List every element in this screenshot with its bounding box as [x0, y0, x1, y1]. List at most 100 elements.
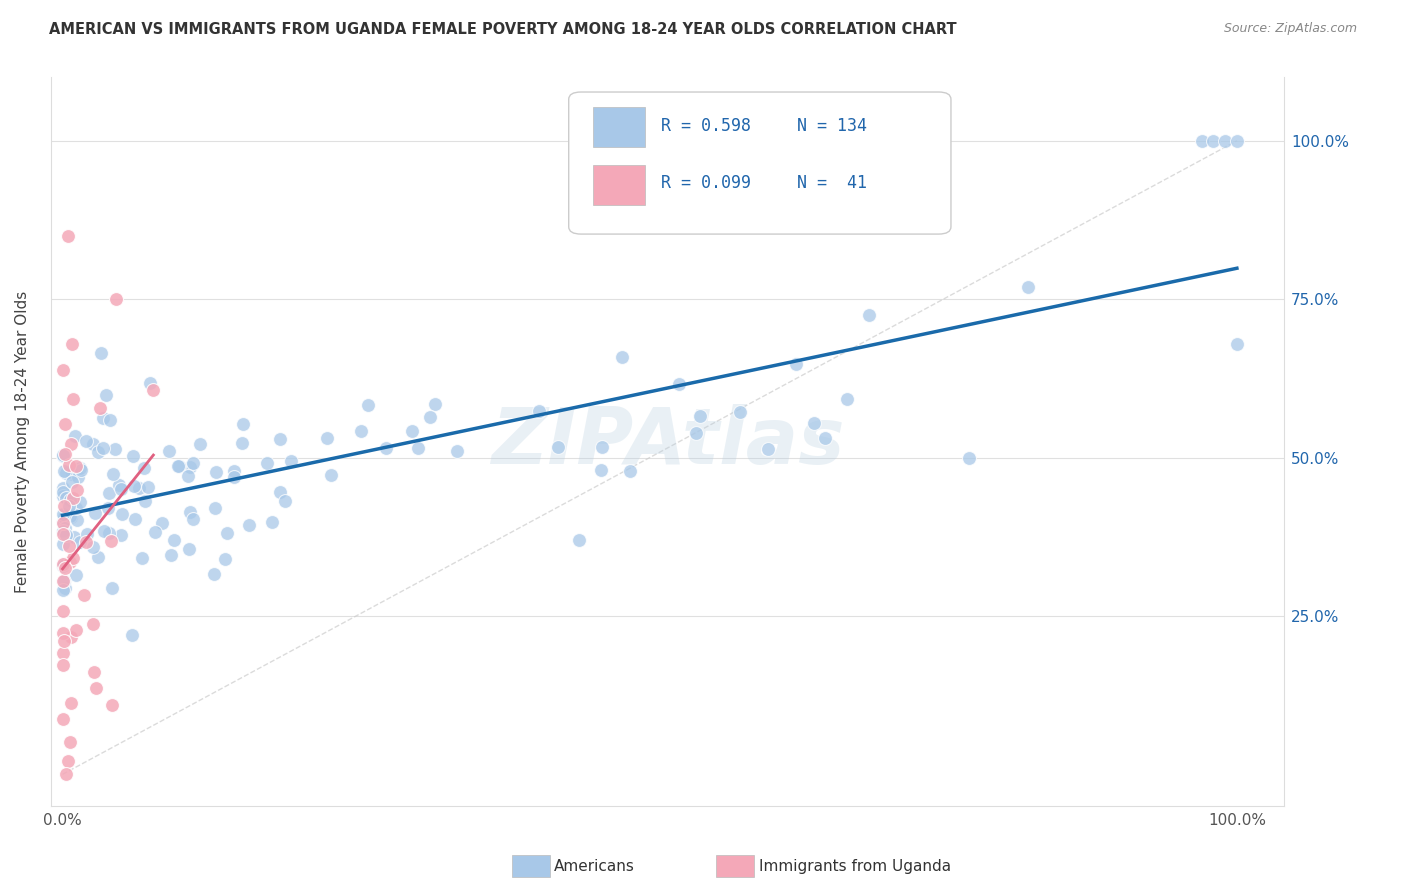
Point [65, 624, 87, 638]
Point [619, 464, 641, 478]
Point [269, 485, 291, 500]
Point [69, 494, 91, 508]
Point [204, 500, 226, 515]
Point [232, 417, 254, 431]
Point [131, 551, 153, 566]
Point [87, 550, 110, 565]
Point [82, 437, 104, 451]
Point [181, 456, 204, 470]
Text: Americans: Americans [554, 859, 636, 873]
Point [179, 542, 201, 557]
Point [177, 468, 200, 483]
Text: R = 0.598: R = 0.598 [661, 117, 751, 136]
Point [52, 574, 75, 589]
Point [65, 568, 87, 582]
Point [108, 478, 131, 492]
Point [138, 480, 160, 494]
Text: N = 134: N = 134 [797, 117, 868, 136]
Point [730, 405, 752, 419]
Point [100, 534, 122, 549]
Point [316, 431, 339, 445]
Point [685, 425, 707, 440]
Point [58, 540, 80, 554]
Point [145, 524, 167, 539]
Point [65, 429, 87, 443]
Point [52, 524, 75, 538]
Point [224, 470, 246, 484]
Point [58, 499, 80, 513]
Point [110, 482, 132, 496]
Point [138, 376, 160, 391]
Point [75, 535, 97, 549]
Point [58, 228, 80, 243]
Bar [593, 165, 645, 205]
Point [256, 456, 278, 470]
Point [83, 665, 105, 679]
Point [53, 561, 76, 575]
Point [689, 409, 711, 423]
Point [52, 558, 75, 572]
Point [52, 449, 75, 463]
Point [374, 442, 396, 456]
Point [53, 581, 76, 595]
Point [69, 461, 91, 475]
Point [425, 397, 447, 411]
Point [52, 536, 75, 550]
Point [103, 442, 125, 457]
Point [62, 467, 84, 482]
Point [52, 485, 75, 500]
Point [179, 505, 201, 519]
Point [350, 424, 373, 438]
Point [59, 630, 82, 644]
Point [66, 469, 89, 483]
Point [121, 628, 143, 642]
Point [52, 712, 75, 726]
Point [132, 460, 155, 475]
Point [160, 548, 183, 562]
Point [52, 646, 75, 660]
Point [52, 448, 75, 462]
Point [52, 363, 75, 377]
Text: AMERICAN VS IMMIGRANTS FROM UGANDA FEMALE POVERTY AMONG 18-24 YEAR OLDS CORRELAT: AMERICAN VS IMMIGRANTS FROM UGANDA FEMAL… [49, 22, 957, 37]
Point [52, 604, 75, 618]
Point [122, 449, 145, 463]
Point [321, 467, 343, 482]
Point [111, 507, 134, 521]
Text: R = 0.099: R = 0.099 [661, 174, 751, 192]
Point [1213, 134, 1236, 148]
Point [60, 337, 83, 351]
Point [53, 557, 76, 571]
Point [59, 555, 82, 569]
Point [100, 413, 122, 427]
Point [610, 351, 633, 365]
Point [55, 528, 77, 542]
Point [957, 450, 980, 465]
Point [53, 417, 76, 432]
Point [52, 499, 75, 513]
Point [59, 735, 82, 749]
Point [93, 524, 115, 538]
Point [274, 494, 297, 508]
Point [101, 467, 124, 481]
FancyBboxPatch shape [568, 92, 950, 234]
Point [406, 441, 429, 455]
Text: ZIPAtlas: ZIPAtlas [491, 404, 844, 480]
Point [70, 463, 93, 477]
Point [65, 459, 87, 474]
Point [59, 696, 82, 710]
Point [134, 494, 156, 508]
Point [122, 479, 145, 493]
Point [60, 509, 83, 524]
Point [76, 526, 98, 541]
Point [56, 754, 79, 768]
Point [110, 528, 132, 542]
Point [262, 516, 284, 530]
Point [101, 581, 124, 595]
Point [91, 411, 114, 425]
Point [668, 377, 690, 392]
Point [547, 440, 569, 454]
Point [188, 437, 211, 451]
Point [446, 443, 468, 458]
Point [181, 512, 204, 526]
Point [803, 416, 825, 430]
